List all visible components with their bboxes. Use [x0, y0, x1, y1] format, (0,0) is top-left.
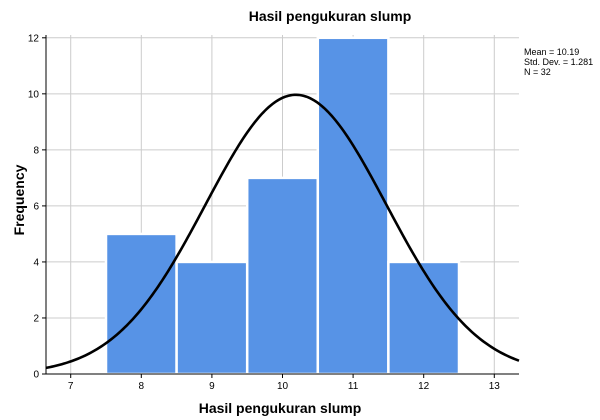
- y-tick-label: 12: [28, 33, 40, 44]
- x-tick-label: 13: [489, 381, 501, 392]
- histogram-bar-5: [387, 260, 461, 376]
- x-tick-label: 11: [348, 381, 359, 392]
- x-tick-label: 12: [418, 381, 430, 392]
- y-tick-label: 6: [33, 201, 39, 212]
- histogram-bar-4: [316, 36, 390, 376]
- bars-layer: [104, 36, 461, 376]
- curve-layer: [45, 93, 520, 370]
- y-tick-label: 0: [33, 370, 39, 381]
- histogram-bar-1: [104, 232, 178, 376]
- x-tick-label: 7: [68, 381, 74, 392]
- x-tick-label: 9: [209, 381, 215, 392]
- y-tick-label: 4: [33, 257, 39, 268]
- histogram-bar-2: [175, 260, 249, 376]
- chart-title: Hasil pengukuran slump: [249, 8, 412, 24]
- normal-curve: [45, 93, 520, 370]
- stats-n: N = 32: [524, 67, 551, 77]
- histogram-bar-3: [245, 176, 320, 376]
- x-axis-label: Hasil pengukuran slump: [199, 400, 362, 416]
- stats-mean: Mean = 10.19: [524, 47, 579, 57]
- y-tick-label: 10: [28, 89, 40, 100]
- stats-std: Std. Dev. = 1.281: [524, 57, 593, 67]
- y-tick-label: 2: [33, 313, 39, 324]
- x-tick-label: 10: [277, 381, 289, 392]
- y-tick-label: 8: [33, 145, 39, 156]
- x-tick-label: 8: [139, 381, 145, 392]
- y-axis-label: Frequency: [11, 164, 27, 235]
- ticks-layer: 0 2 4 6 8 10 12 7 8 9 10 11 12 13: [28, 33, 500, 392]
